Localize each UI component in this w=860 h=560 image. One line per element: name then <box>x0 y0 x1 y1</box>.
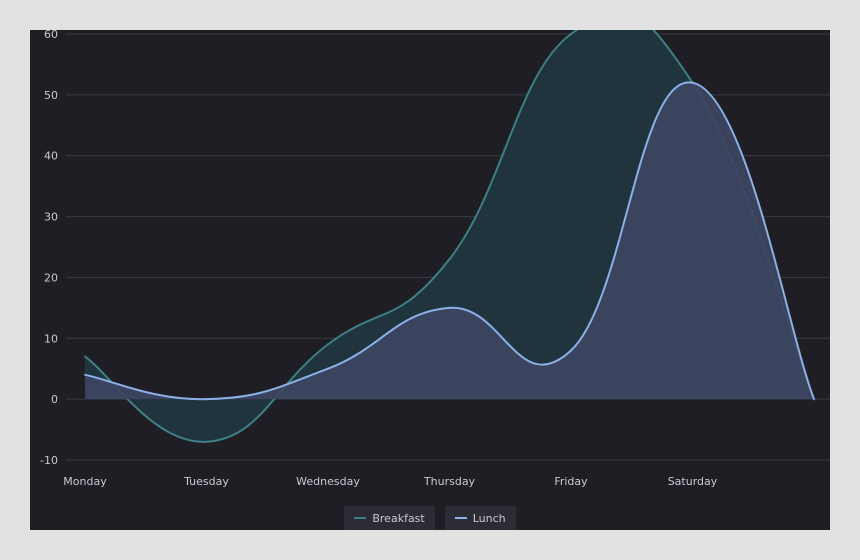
x-tick-label-thursday: Thursday <box>423 475 476 488</box>
data-point-breakfast-4 <box>569 32 573 36</box>
area-chart: 60 50 40 30 20 10 0 -10 Monday Tuesday Wednesday T… <box>40 30 830 488</box>
data-point-lunch-1 <box>205 397 208 401</box>
legend-swatch-lunch <box>454 517 467 519</box>
data-point-breakfast-0 <box>83 355 87 358</box>
y-tick-label--10: -10 <box>40 454 58 467</box>
y-tick-label-60: 60 <box>44 30 58 41</box>
data-point-breakfast-1 <box>205 440 208 443</box>
data-point-lunch-3 <box>448 306 451 310</box>
data-point-lunch-2 <box>326 367 330 370</box>
legend-item-lunch[interactable]: Lunch <box>444 506 516 530</box>
data-point-lunch-5 <box>691 81 694 84</box>
legend-item-breakfast[interactable]: Breakfast <box>344 506 435 530</box>
y-tick-label-40: 40 <box>44 150 58 163</box>
data-point-lunch-6 <box>812 397 816 401</box>
data-point-breakfast-2 <box>326 343 330 346</box>
y-tick-label-20: 20 <box>44 271 58 284</box>
x-axis-ticks: Monday Tuesday Wednesday Thursday Friday Satu… <box>63 475 717 488</box>
x-tick-label-saturday: Saturday <box>668 475 718 488</box>
x-tick-label-tuesday: Tuesday <box>183 475 229 488</box>
legend-label-breakfast: Breakfast <box>372 511 425 525</box>
series-layer <box>83 30 816 443</box>
series-line-lunch <box>84 81 815 401</box>
data-point-lunch-0 <box>83 373 87 376</box>
legend: Breakfast Lunch <box>30 506 830 530</box>
x-tick-label-wednesday: Wednesday <box>296 475 360 488</box>
y-tick-label-10: 10 <box>44 332 58 345</box>
y-tick-label-50: 50 <box>44 89 58 102</box>
chart-panel: 60 50 40 30 20 10 0 -10 Monday Tuesday Wednesday T… <box>30 30 830 530</box>
data-point-lunch-4 <box>569 349 573 352</box>
area-fill-lunch <box>85 82 814 400</box>
x-tick-label-friday: Friday <box>554 475 588 488</box>
y-tick-label-0: 0 <box>51 393 58 406</box>
y-axis-ticks: 60 50 40 30 20 10 0 -10 <box>40 30 58 467</box>
data-point-breakfast-3 <box>448 257 451 261</box>
legend-swatch-breakfast <box>354 517 367 519</box>
x-tick-label-monday: Monday <box>63 475 107 488</box>
legend-label-lunch: Lunch <box>472 511 506 525</box>
y-tick-label-30: 30 <box>44 211 58 224</box>
